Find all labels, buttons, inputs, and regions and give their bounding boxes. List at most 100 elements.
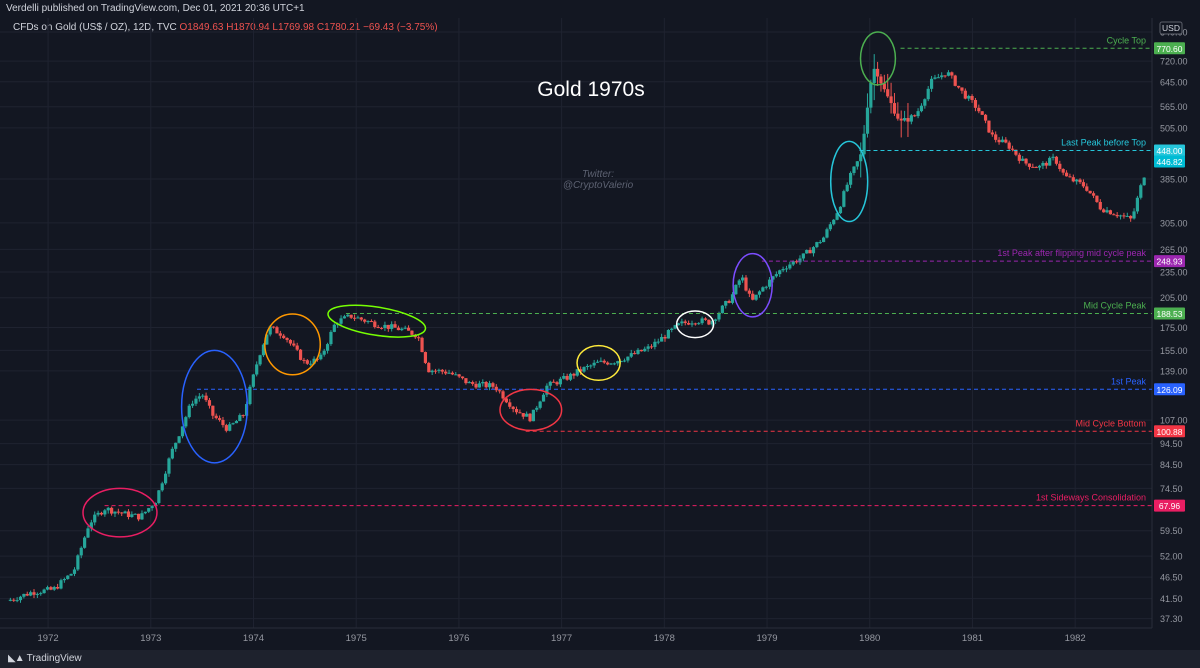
candle-body — [278, 333, 282, 336]
candle-body — [562, 375, 566, 379]
candle-body — [474, 383, 478, 388]
candle-body — [956, 85, 961, 88]
candle-body — [548, 381, 552, 386]
candle-body — [997, 139, 1001, 143]
change-value: −69.43 (−3.75%) — [363, 22, 438, 33]
symbol-name[interactable]: CFDs on Gold (US$ / OZ), 12D, TVC — [13, 22, 177, 33]
candle-body — [423, 352, 428, 363]
candle-body — [1139, 185, 1143, 198]
candle-body — [913, 115, 917, 117]
candle-body — [703, 318, 708, 320]
price-tag-label: 100.88 — [1157, 427, 1183, 437]
candle-body — [204, 395, 208, 401]
candle-body — [123, 511, 127, 514]
candle-body — [18, 596, 23, 601]
candle-body — [275, 327, 279, 334]
x-tick-label: 1972 — [38, 633, 59, 644]
candle-body — [649, 346, 654, 348]
candle-body — [420, 337, 424, 353]
candle-body — [170, 448, 174, 459]
candle-body — [730, 294, 735, 303]
candle-body — [838, 206, 843, 214]
candle-body — [906, 118, 910, 122]
candle-body — [629, 353, 633, 357]
candle-body — [444, 371, 448, 374]
candle-body — [197, 396, 201, 399]
candle-body — [322, 350, 326, 355]
candle-body — [1041, 162, 1045, 166]
candle-body — [126, 511, 131, 517]
candle-body — [464, 378, 468, 384]
candle-body — [848, 172, 853, 185]
candle-body — [1112, 214, 1116, 216]
price-tag — [1154, 255, 1185, 268]
candle-body — [484, 382, 488, 388]
candle-body — [352, 317, 357, 319]
candle-body — [700, 318, 704, 324]
candle-body — [417, 337, 421, 339]
candle-body — [258, 355, 262, 365]
currency-label: USD — [1162, 23, 1180, 33]
candle-body — [514, 409, 519, 413]
y-tick-label: 205.00 — [1160, 293, 1188, 303]
candle-body — [359, 317, 363, 320]
level-label: 1st Peak after flipping mid cycle peak — [997, 248, 1146, 258]
y-tick-label: 175.00 — [1160, 323, 1188, 333]
candle-body — [157, 490, 161, 504]
candle-body — [953, 75, 957, 86]
price-tag — [1154, 144, 1185, 157]
candle-body — [150, 506, 154, 509]
candle-body — [56, 587, 60, 589]
y-tick-label: 107.00 — [1160, 416, 1188, 426]
price-tag-label: 248.93 — [1157, 257, 1183, 267]
candle-body — [369, 321, 374, 323]
candle-body — [393, 324, 397, 328]
candle-body — [832, 219, 836, 225]
candle-body — [59, 580, 63, 589]
candle-body — [248, 386, 252, 405]
candle-body — [653, 341, 657, 347]
candle-body — [916, 111, 920, 117]
candle-body — [504, 398, 509, 403]
candle-body — [1034, 166, 1038, 168]
candle-body — [805, 250, 809, 254]
candle-body — [133, 513, 137, 515]
y-tick-label: 305.00 — [1160, 218, 1188, 228]
price-tag — [1154, 425, 1185, 438]
candle-body — [511, 406, 515, 410]
price-tag-label: 446.82 — [1157, 157, 1183, 167]
y-tick-label: 265.00 — [1160, 245, 1188, 255]
y-tick-label: 505.00 — [1160, 123, 1188, 133]
candle-body — [174, 442, 178, 449]
candle-body — [255, 364, 259, 375]
candle-body — [386, 324, 390, 329]
candle-body — [582, 367, 586, 372]
candle-body — [184, 417, 188, 427]
candle-body — [899, 118, 903, 121]
y-tick-label: 385.00 — [1160, 174, 1188, 184]
candle-body — [825, 229, 829, 238]
candle-body — [1075, 179, 1079, 182]
candle-body — [69, 573, 73, 576]
price-tag-label: 448.00 — [1157, 146, 1183, 156]
candle-body — [501, 391, 505, 399]
candle-body — [521, 413, 525, 417]
candle-body — [815, 242, 819, 248]
candle-body — [933, 77, 937, 79]
ohlc-legend: CFDs on Gold (US$ / OZ), 12D, TVC O1849.… — [13, 22, 438, 33]
price-tag-label: 67.96 — [1159, 501, 1181, 511]
annotation-ellipse — [675, 310, 715, 339]
y-tick-label: 565.00 — [1160, 102, 1188, 112]
publisher-text: Verdelli published on TradingView.com, D… — [6, 3, 305, 14]
candle-body — [1095, 195, 1099, 202]
candle-body — [302, 359, 306, 361]
candle-body — [410, 330, 414, 335]
y-tick-label: 37.30 — [1160, 614, 1183, 624]
tradingview-brand[interactable]: ◣▲ TradingView — [8, 653, 82, 664]
candle-body — [693, 323, 697, 325]
candle-body — [572, 373, 576, 376]
x-tick-label: 1982 — [1065, 633, 1086, 644]
candle-body — [346, 314, 350, 317]
candle-body — [309, 363, 313, 365]
